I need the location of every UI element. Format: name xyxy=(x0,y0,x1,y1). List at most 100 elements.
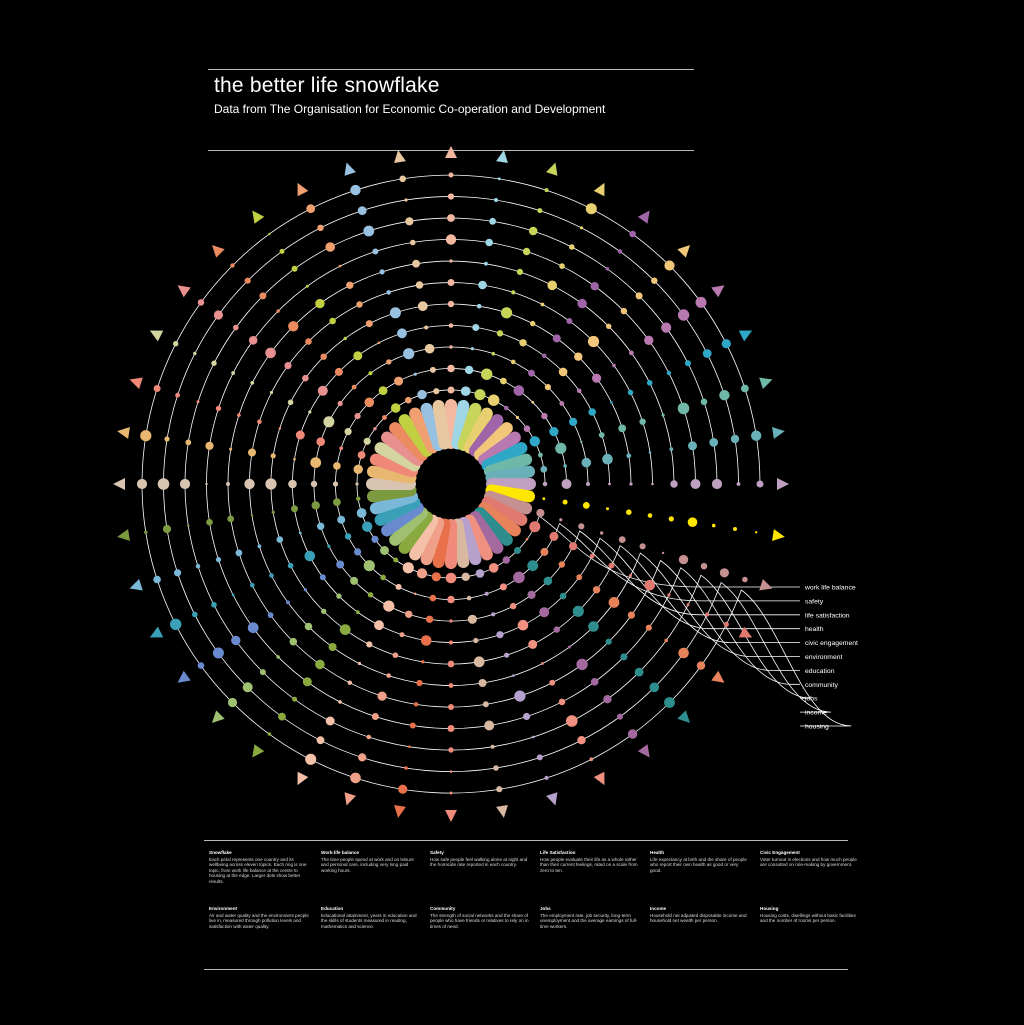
score-dot xyxy=(491,351,496,356)
score-dot xyxy=(305,753,317,765)
score-dot xyxy=(661,413,665,417)
score-dot xyxy=(608,597,620,608)
score-dot xyxy=(661,551,665,555)
score-dot xyxy=(723,621,729,627)
score-dot xyxy=(164,436,170,442)
score-dot xyxy=(558,561,565,568)
score-dot xyxy=(215,557,222,563)
petal-iceland xyxy=(481,496,528,526)
score-dot xyxy=(589,553,595,559)
score-dot xyxy=(193,351,197,356)
score-dot xyxy=(448,747,454,753)
score-dot xyxy=(559,263,565,269)
score-dot xyxy=(610,401,613,404)
score-dot xyxy=(447,193,455,200)
score-dot xyxy=(511,290,516,295)
score-dot xyxy=(415,281,424,289)
score-dot xyxy=(690,479,701,489)
score-dot xyxy=(628,573,633,578)
score-dot xyxy=(337,400,343,407)
score-dot xyxy=(179,478,191,490)
country-petals xyxy=(366,399,536,569)
score-dot xyxy=(364,397,375,408)
note-body: Each petal represents one country and it… xyxy=(209,856,307,884)
score-dot xyxy=(317,385,328,396)
score-dot xyxy=(398,784,408,794)
score-dot xyxy=(569,417,578,426)
score-dot xyxy=(488,394,500,406)
score-dot xyxy=(484,591,489,596)
score-dot xyxy=(666,370,672,376)
score-dot xyxy=(484,720,495,731)
score-dot xyxy=(447,595,455,604)
score-dot xyxy=(598,432,605,438)
score-dot xyxy=(410,239,416,246)
arrow-head xyxy=(738,330,753,342)
score-dot xyxy=(175,392,181,398)
score-dot xyxy=(226,482,230,486)
score-dot xyxy=(709,438,719,447)
score-dot xyxy=(499,583,507,591)
score-dot xyxy=(287,399,294,406)
score-dot xyxy=(541,662,544,665)
score-dot xyxy=(356,496,361,501)
score-dot xyxy=(449,640,453,645)
score-dot xyxy=(528,369,535,377)
note-body: Household net adjusted disposable income… xyxy=(650,912,747,924)
score-dots xyxy=(136,172,764,795)
score-dot xyxy=(544,384,552,391)
score-dot xyxy=(567,645,571,649)
ring-civic-engagement xyxy=(270,303,800,665)
score-dot xyxy=(639,418,646,425)
score-dot xyxy=(618,536,626,543)
score-dot xyxy=(390,403,401,413)
score-dot xyxy=(510,359,516,365)
score-dot xyxy=(305,338,312,345)
score-dot xyxy=(466,595,472,601)
ring-life-satisfaction xyxy=(313,346,800,622)
score-dot xyxy=(276,536,284,543)
score-dot xyxy=(500,377,507,385)
score-dot xyxy=(617,249,623,254)
score-dot xyxy=(478,280,487,290)
score-dot xyxy=(394,376,404,386)
arrow-head xyxy=(593,182,605,197)
score-dot xyxy=(397,328,407,339)
score-dot xyxy=(661,322,672,333)
score-dot xyxy=(741,384,749,393)
score-dot xyxy=(651,482,654,486)
score-dot xyxy=(336,560,345,569)
score-dot xyxy=(496,330,504,337)
score-dot xyxy=(196,400,200,404)
score-dot xyxy=(408,745,411,748)
score-dot xyxy=(174,569,182,577)
center-hole xyxy=(420,453,482,515)
note-title: Civic Engagement xyxy=(760,850,800,855)
score-dot xyxy=(448,323,454,328)
score-dot xyxy=(542,497,546,501)
score-dot xyxy=(291,505,298,513)
score-dot xyxy=(620,653,628,661)
score-dot xyxy=(460,386,471,397)
score-dot xyxy=(259,669,266,676)
score-dot xyxy=(634,667,644,677)
score-dot xyxy=(538,452,543,458)
score-dot xyxy=(310,480,318,488)
note-body: Air and water quality and the environmen… xyxy=(209,912,309,929)
score-dot xyxy=(185,439,192,446)
score-dot xyxy=(327,544,331,548)
ring-label: life satisfaction xyxy=(805,612,850,619)
arrow-head xyxy=(344,792,356,806)
ring-work-life-balance xyxy=(356,389,800,588)
score-dot xyxy=(317,224,324,231)
petal-austria xyxy=(451,399,470,450)
score-dot xyxy=(736,482,741,486)
score-dot xyxy=(431,572,441,582)
arrow-head xyxy=(117,427,130,439)
score-dot xyxy=(355,610,360,615)
score-dot xyxy=(231,635,241,646)
arrow-head xyxy=(777,478,789,490)
notes-grid: Snowflake Each petal represents one coun… xyxy=(204,848,857,960)
score-dot xyxy=(695,296,707,308)
arrow-head xyxy=(129,579,143,591)
